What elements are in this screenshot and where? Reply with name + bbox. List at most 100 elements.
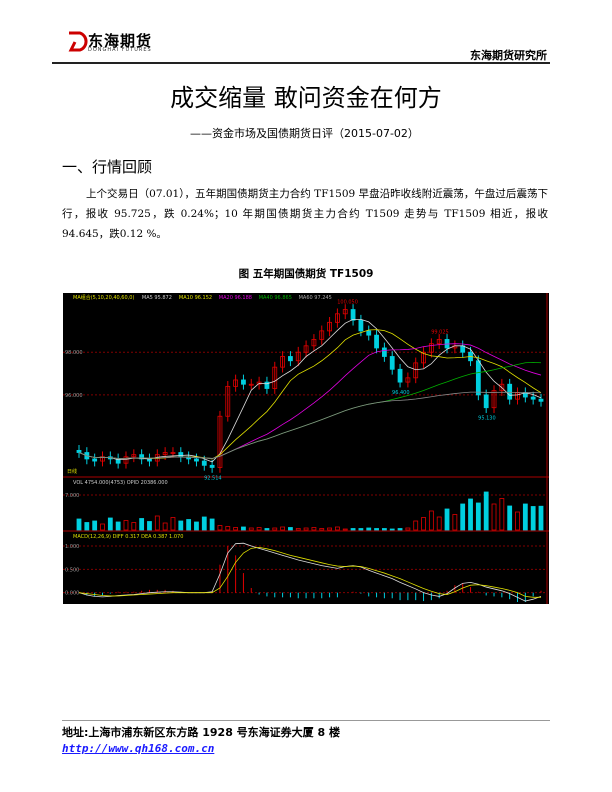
volume-bar xyxy=(389,528,395,531)
volume-bar xyxy=(217,525,223,531)
volume-bar xyxy=(288,527,293,531)
candle xyxy=(327,321,332,332)
header-divider-right xyxy=(470,62,550,64)
volume-bar xyxy=(452,514,458,531)
y-tick-label: 7.000 xyxy=(65,493,79,499)
volume-bar xyxy=(92,520,98,531)
macd-dif-line xyxy=(78,542,542,602)
price-annotation: 92.514 xyxy=(204,475,222,481)
y-tick-label: 98.000 xyxy=(65,350,83,356)
candle xyxy=(139,454,145,460)
candle xyxy=(201,460,207,466)
candle xyxy=(436,339,442,345)
candle xyxy=(405,377,411,383)
volume-bar xyxy=(147,521,152,531)
candle xyxy=(131,454,137,458)
volume-bar xyxy=(170,517,176,531)
price-annotation: 95.130 xyxy=(478,416,496,422)
legend-entry: MA5 95.872 xyxy=(142,295,172,301)
ma60-line xyxy=(78,391,542,459)
volume-bar xyxy=(335,526,340,531)
volume-bar xyxy=(397,528,403,531)
volume-bar xyxy=(436,516,442,531)
volume-bar xyxy=(499,498,505,531)
candle xyxy=(311,339,317,347)
price-annotation: 96.400 xyxy=(392,390,410,396)
volume-bar xyxy=(76,518,82,531)
volume-bar xyxy=(241,526,246,531)
volume-bar xyxy=(194,521,199,531)
legend-entry: MA10 96.152 xyxy=(179,295,212,301)
candle xyxy=(248,383,254,386)
candle xyxy=(100,456,105,462)
volume-bar xyxy=(131,522,137,531)
y-tick-label: 0.500 xyxy=(65,567,79,573)
volume-bar xyxy=(381,528,387,531)
volume-bar xyxy=(366,527,372,531)
volume-bar xyxy=(358,528,364,531)
candle xyxy=(483,394,489,409)
candle xyxy=(241,379,246,385)
header-divider xyxy=(52,62,470,64)
price-annotation: 99.025 xyxy=(431,329,449,335)
volume-bar xyxy=(374,528,379,531)
candle xyxy=(499,383,505,392)
candle xyxy=(374,334,379,349)
legend-entry: MA20 96.188 xyxy=(219,295,252,301)
footer-address: 地址:上海市浦东新区东方路 1928 号东海证券大厦 8 楼 xyxy=(62,726,340,739)
candle xyxy=(335,313,340,323)
candle xyxy=(194,458,199,462)
volume-bar xyxy=(107,517,113,531)
tf1509-chart: 98.000 96.000 MA组合(5,10,20,40,60,0) MA5 95.… xyxy=(63,293,549,604)
candle xyxy=(178,452,184,458)
candle xyxy=(389,356,395,370)
volume-bar xyxy=(522,503,528,531)
volume-bar xyxy=(84,522,90,531)
candle xyxy=(491,390,497,409)
candle xyxy=(366,330,372,336)
candle xyxy=(225,385,231,417)
candle xyxy=(288,356,293,362)
volume-bar xyxy=(530,506,536,531)
volume-bar xyxy=(139,518,145,531)
volume-bar xyxy=(233,527,239,531)
volume-bar xyxy=(460,503,466,531)
volume-bar xyxy=(413,520,419,531)
volume-bar xyxy=(209,518,215,531)
candle xyxy=(475,360,481,396)
volume-bar xyxy=(225,526,231,531)
volume-bar xyxy=(295,528,301,531)
candle xyxy=(538,398,544,402)
macd-dea-line xyxy=(78,546,541,598)
volume-bar xyxy=(428,510,434,531)
volume-bar xyxy=(123,520,129,531)
volume-bar xyxy=(405,527,411,531)
volume-bar xyxy=(327,527,332,531)
candle xyxy=(397,368,403,383)
candle xyxy=(319,330,325,340)
volume-bar xyxy=(538,505,544,531)
page-subtitle: ——资金市场及国债期货日评（2015-07-02） xyxy=(190,127,419,140)
candle xyxy=(295,351,301,362)
macd-legend: MACD(12,26,9) DIFF 0.317 DEA 0.387 1.070 xyxy=(73,534,183,540)
volume-bar xyxy=(491,503,497,531)
volume-bar xyxy=(483,491,489,531)
footer-divider xyxy=(62,720,550,721)
candle xyxy=(123,456,129,464)
candle xyxy=(350,309,356,321)
volume-bar xyxy=(154,515,160,531)
candle xyxy=(507,383,513,400)
ma10-line xyxy=(78,329,542,460)
y-tick-label: 96.000 xyxy=(65,393,83,399)
footer-url-link[interactable]: http://www.qh168.com.cn xyxy=(62,742,215,755)
candle xyxy=(162,452,168,456)
candle xyxy=(421,351,426,364)
volume-bar xyxy=(444,508,450,531)
candle xyxy=(530,396,536,400)
candle xyxy=(170,452,176,454)
market-review-paragraph: 上个交易日（07.01），五年期国债期货主力合约 TF1509 早盘沿昨收线附近… xyxy=(62,188,548,240)
candle xyxy=(217,415,223,468)
candle xyxy=(303,345,309,353)
volume-bar xyxy=(280,526,285,531)
